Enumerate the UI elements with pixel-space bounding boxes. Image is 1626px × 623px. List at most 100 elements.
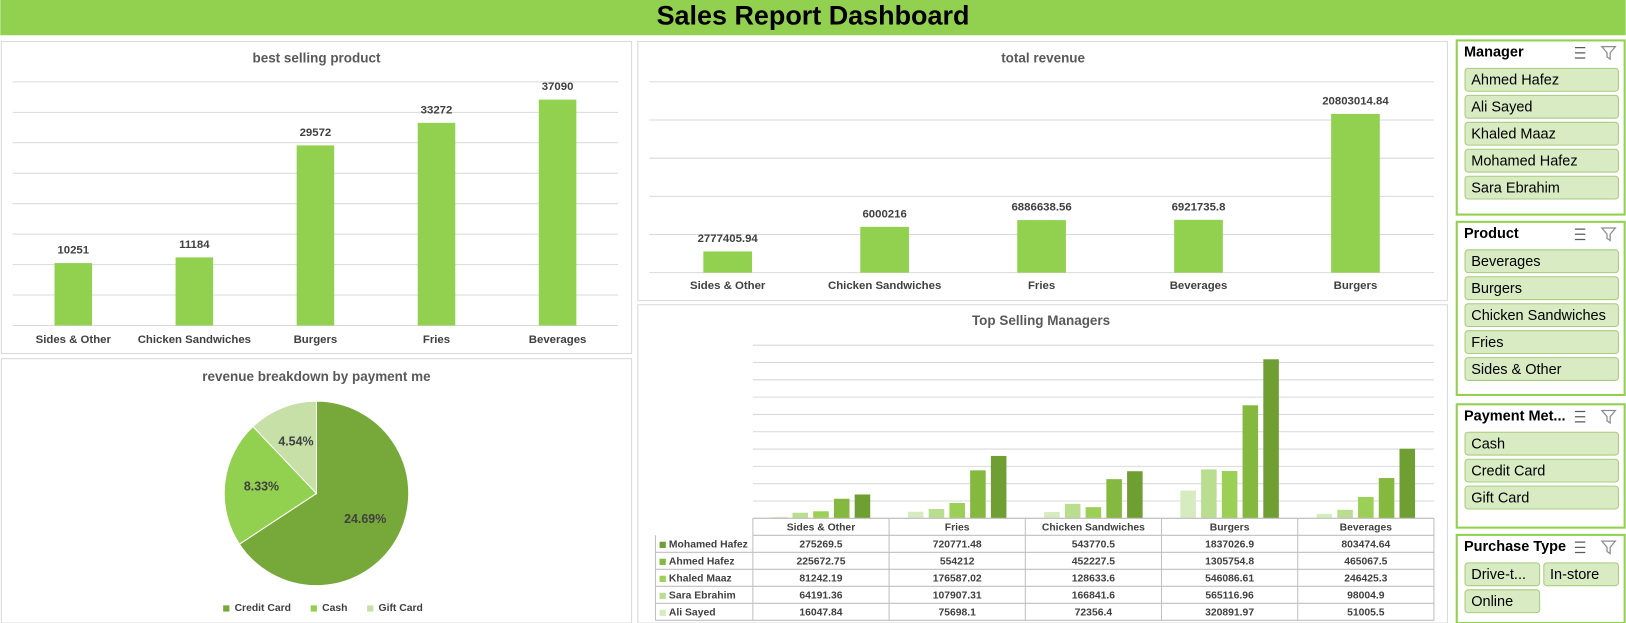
bar xyxy=(771,516,788,519)
clear-filter-icon[interactable] xyxy=(1600,409,1617,425)
slicer-item[interactable] xyxy=(1464,67,1619,92)
slicer-item-label[interactable]: In-store xyxy=(1550,567,1599,583)
bar xyxy=(54,263,93,326)
slicer-item[interactable] xyxy=(1464,330,1619,355)
table-cell: 320891.97 xyxy=(1205,608,1254,619)
slicer-item[interactable] xyxy=(1464,485,1619,510)
slicer-item[interactable] xyxy=(1464,357,1619,381)
slicer-item-label[interactable]: Drive-t... xyxy=(1471,567,1526,583)
slicer-item[interactable] xyxy=(1464,148,1619,173)
slicer-item[interactable] xyxy=(1464,303,1619,328)
clear-filter-icon[interactable] xyxy=(1600,227,1617,242)
data-label: 6000216 xyxy=(862,208,906,220)
slicer-item[interactable] xyxy=(1464,589,1541,614)
data-label: 8.33% xyxy=(244,479,279,493)
slicer-item-label[interactable]: Chicken Sandwiches xyxy=(1471,308,1606,324)
bar xyxy=(296,145,335,326)
data-label: 6921735.8 xyxy=(1172,201,1226,213)
table-cell: 16047.84 xyxy=(799,608,842,619)
legend-key xyxy=(223,605,230,612)
bar xyxy=(1201,469,1217,519)
table-cell: 176587.02 xyxy=(933,574,982,585)
x-tick-label: Fries xyxy=(1028,280,1055,292)
multi-select-icon[interactable] xyxy=(1574,541,1586,554)
table-header: Beverages xyxy=(1340,523,1393,534)
x-tick-label: Chicken Sandwiches xyxy=(138,334,251,346)
slicer-item[interactable] xyxy=(1464,175,1619,200)
table-cell: 75698.1 xyxy=(938,608,976,619)
slicer-item-label[interactable]: Cash xyxy=(1471,437,1505,453)
table-header: Sides & Other xyxy=(787,523,856,534)
chart-title: total revenue xyxy=(1001,51,1085,66)
clear-filter-icon[interactable] xyxy=(1600,46,1617,61)
slicer-item-label[interactable]: Online xyxy=(1471,594,1513,610)
bar xyxy=(792,512,809,519)
bar xyxy=(949,503,965,519)
slicer-item[interactable] xyxy=(1543,562,1619,587)
slicer-item-label[interactable]: Khaled Maaz xyxy=(1471,127,1556,143)
table-cell: 166841.6 xyxy=(1072,591,1115,602)
data-label: 4.54% xyxy=(278,434,313,448)
legend-key xyxy=(659,558,666,565)
multi-select-icon[interactable] xyxy=(1574,228,1586,241)
pie-slice xyxy=(238,400,410,587)
slicer-item-label[interactable]: Fries xyxy=(1471,335,1503,351)
bar xyxy=(833,498,850,519)
pie-slice xyxy=(223,425,318,545)
slicer-item[interactable] xyxy=(1464,431,1619,456)
bar xyxy=(1174,219,1223,273)
data-label: 37090 xyxy=(542,81,574,93)
slicer-item[interactable] xyxy=(1464,458,1619,483)
bar xyxy=(1399,448,1416,519)
slicer-item[interactable] xyxy=(1464,562,1541,587)
bar xyxy=(1064,503,1081,519)
multi-select-icon[interactable] xyxy=(1574,410,1586,423)
table-cell: 81242.19 xyxy=(799,574,842,585)
legend-label: Ahmed Hafez xyxy=(669,557,735,568)
data-label: 20803014.84 xyxy=(1322,95,1389,107)
slicer-item[interactable] xyxy=(1464,94,1619,119)
clear-filter-icon[interactable] xyxy=(1600,540,1617,555)
legend-label: Mohamed Hafez xyxy=(669,540,748,551)
slicer-item-label[interactable]: Ahmed Hafez xyxy=(1471,73,1559,89)
bar xyxy=(813,511,829,519)
table-header: Chicken Sandwiches xyxy=(1042,523,1145,534)
slicer-item-label[interactable]: Mohamed Hafez xyxy=(1471,154,1577,170)
slicer-item[interactable] xyxy=(1464,249,1619,274)
x-tick-label: Beverages xyxy=(1170,280,1228,292)
legend-label: Sara Ebrahim xyxy=(669,591,736,602)
legend-key xyxy=(659,592,666,599)
slicer-item-label[interactable]: Beverages xyxy=(1471,254,1540,270)
bar xyxy=(1085,507,1102,519)
legend-key xyxy=(659,575,666,582)
bar xyxy=(538,99,577,326)
dashboard-title: Sales Report Dashboard xyxy=(657,1,970,31)
table-cell: 107907.31 xyxy=(933,591,982,602)
bar xyxy=(970,470,986,519)
table-header: Burgers xyxy=(1210,523,1250,534)
legend-label: Cash xyxy=(322,603,347,614)
legend-label: Ali Sayed xyxy=(669,608,716,619)
slicer-item-label[interactable]: Sides & Other xyxy=(1471,362,1561,378)
slicer-item[interactable] xyxy=(1464,121,1619,146)
slicer-item[interactable] xyxy=(1464,276,1619,301)
slicer-item-label[interactable]: Ali Sayed xyxy=(1471,100,1532,116)
bar xyxy=(1316,513,1333,519)
table-cell: 803474.64 xyxy=(1341,540,1390,551)
table-cell: 452227.5 xyxy=(1072,557,1115,568)
table-cell: 565116.96 xyxy=(1205,591,1254,602)
legend-label: Credit Card xyxy=(235,603,291,614)
slicer-item-label[interactable]: Credit Card xyxy=(1471,463,1545,479)
data-label: 29572 xyxy=(300,127,332,139)
table-cell: 275269.5 xyxy=(799,540,842,551)
x-tick-label: Sides & Other xyxy=(36,334,112,346)
slicer-item-label[interactable]: Burgers xyxy=(1471,281,1522,297)
bar xyxy=(928,508,945,519)
table-cell: 465067.5 xyxy=(1344,557,1387,568)
multi-select-icon[interactable] xyxy=(1574,47,1586,59)
slicer-item-label[interactable]: Gift Card xyxy=(1471,490,1529,506)
bar xyxy=(1331,113,1380,273)
slicer-item-label[interactable]: Sara Ebrahim xyxy=(1471,180,1560,196)
x-tick-label: Chicken Sandwiches xyxy=(828,280,941,292)
